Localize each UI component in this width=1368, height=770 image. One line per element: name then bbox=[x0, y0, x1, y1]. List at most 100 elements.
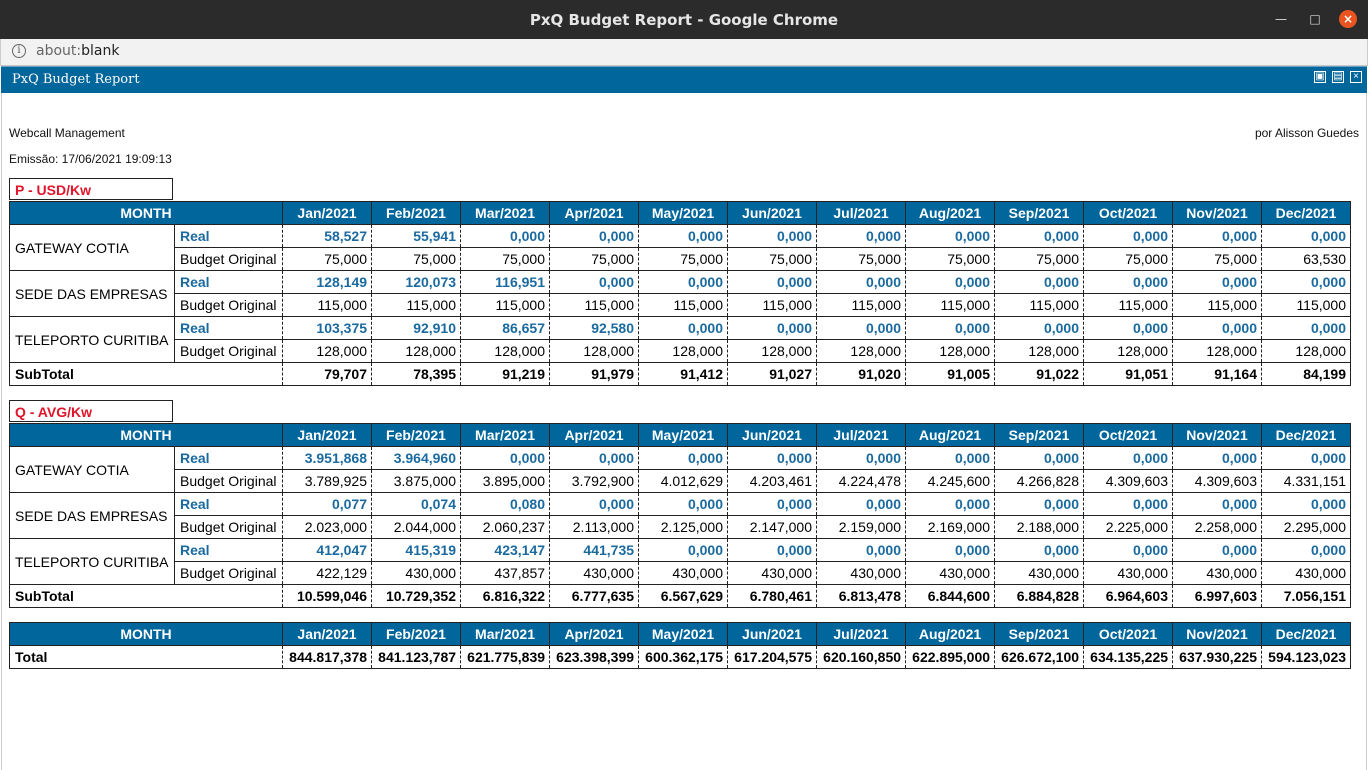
subtotal-value: 6.844,600 bbox=[905, 584, 996, 608]
total-row: Total 844.817,378 841.123,787 621.775,839 62… bbox=[8, 645, 1352, 669]
budget-value: 115,000 bbox=[282, 293, 373, 317]
budget-label: Budget Original bbox=[173, 247, 284, 271]
budget-value: 4.245,600 bbox=[905, 469, 996, 493]
budget-value: 128,000 bbox=[905, 339, 996, 363]
budget-value: 430,000 bbox=[1083, 561, 1174, 585]
budget-value: 2.023,000 bbox=[282, 515, 373, 539]
budget-value: 3.875,000 bbox=[371, 469, 462, 493]
budget-value: 4.012,629 bbox=[638, 469, 729, 493]
total-table: MONTH Jan/2021 Feb/2021 Mar/2021 Apr/2021 May… bbox=[8, 622, 1352, 669]
real-value: 86,657 bbox=[460, 316, 551, 340]
real-value: 0,000 bbox=[1083, 446, 1174, 470]
info-icon[interactable]: i bbox=[12, 44, 26, 58]
month-column-header: Dec/2021 bbox=[1261, 423, 1352, 447]
real-value: 0,000 bbox=[1083, 224, 1174, 248]
budget-value: 128,000 bbox=[1261, 339, 1352, 363]
real-value: 0,000 bbox=[1083, 316, 1174, 340]
budget-value: 128,000 bbox=[727, 339, 818, 363]
url-text[interactable]: about:blank bbox=[36, 43, 119, 59]
minimize-icon[interactable]: — bbox=[1275, 12, 1287, 26]
subtotal-value: 91,022 bbox=[994, 362, 1085, 386]
month-column-header: Mar/2021 bbox=[460, 622, 551, 646]
budget-value: 115,000 bbox=[549, 293, 640, 317]
address-bar[interactable]: i about:blank bbox=[0, 39, 1368, 66]
real-value: 116,951 bbox=[460, 270, 551, 294]
total-value: 600.362,175 bbox=[638, 645, 729, 669]
real-value: 0,000 bbox=[638, 492, 729, 516]
subtotal-value: 6.964,603 bbox=[1083, 584, 1174, 608]
subtotal-value: 91,027 bbox=[727, 362, 818, 386]
real-value: 0,000 bbox=[994, 446, 1085, 470]
subtotal-value: 91,020 bbox=[816, 362, 907, 386]
subtotal-value: 6.777,635 bbox=[549, 584, 640, 608]
budget-value: 430,000 bbox=[549, 561, 640, 585]
subtotal-label: SubTotal bbox=[8, 584, 284, 608]
total-value: 637.930,225 bbox=[1172, 645, 1263, 669]
real-value: 0,000 bbox=[905, 538, 996, 562]
real-value: 0,000 bbox=[1083, 492, 1174, 516]
real-value: 0,000 bbox=[1261, 538, 1352, 562]
print-icon[interactable]: ▤ bbox=[1332, 71, 1344, 83]
real-label: Real bbox=[173, 492, 284, 516]
budget-value: 75,000 bbox=[1172, 247, 1263, 271]
subtotal-value: 91,219 bbox=[460, 362, 551, 386]
subtotal-row: SubTotal 10.599,046 10.729,352 6.816,322 6.7… bbox=[8, 584, 1352, 608]
real-value: 0,000 bbox=[1172, 492, 1263, 516]
table-row: GATEWAY COTIA Real 58,527 55,941 0,000 0,000 0… bbox=[9, 224, 1352, 271]
budget-value: 2.147,000 bbox=[727, 515, 818, 539]
real-value: 3.964,960 bbox=[371, 446, 462, 470]
maximize-icon[interactable]: □ bbox=[1309, 12, 1321, 26]
budget-value: 3.792,900 bbox=[549, 469, 640, 493]
budget-value: 115,000 bbox=[905, 293, 996, 317]
budget-value: 128,000 bbox=[816, 339, 907, 363]
real-value: 0,000 bbox=[994, 270, 1085, 294]
table-row: Budget Original 422,129 430,000 437,857 430,… bbox=[10, 561, 1352, 585]
url-path: blank bbox=[81, 43, 120, 59]
budget-value: 75,000 bbox=[905, 247, 996, 271]
real-value: 0,000 bbox=[1261, 224, 1352, 248]
month-column-header: Oct/2021 bbox=[1083, 423, 1174, 447]
real-value: 0,074 bbox=[371, 492, 462, 516]
real-value: 441,735 bbox=[549, 538, 640, 562]
subtotal-value: 91,051 bbox=[1083, 362, 1174, 386]
budget-value: 430,000 bbox=[905, 561, 996, 585]
real-value: 0,000 bbox=[727, 538, 818, 562]
month-header-row: MONTH Jan/2021 Feb/2021 Mar/2021 Apr/2021 May… bbox=[8, 423, 1352, 447]
close-icon[interactable]: × bbox=[1339, 10, 1357, 28]
subtotal-value: 7.056,151 bbox=[1261, 584, 1352, 608]
budget-value: 115,000 bbox=[371, 293, 462, 317]
budget-value: 128,000 bbox=[371, 339, 462, 363]
budget-value: 75,000 bbox=[460, 247, 551, 271]
month-column-header: Feb/2021 bbox=[371, 622, 462, 646]
month-column-header: Sep/2021 bbox=[994, 423, 1085, 447]
month-header-row: MONTH Jan/2021 Feb/2021 Mar/2021 Apr/2021 May… bbox=[8, 622, 1352, 646]
subtotal-value: 6.997,603 bbox=[1172, 584, 1263, 608]
subtotal-value: 91,005 bbox=[905, 362, 996, 386]
budget-value: 115,000 bbox=[638, 293, 729, 317]
budget-value: 115,000 bbox=[460, 293, 551, 317]
budget-value: 430,000 bbox=[727, 561, 818, 585]
budget-value: 128,000 bbox=[460, 339, 551, 363]
real-value: 92,580 bbox=[549, 316, 640, 340]
table-row: Budget Original 75,000 75,000 75,000 75,000 7… bbox=[10, 247, 1352, 271]
table-row: Budget Original 128,000 128,000 128,000 128,… bbox=[10, 339, 1352, 363]
real-label: Real bbox=[173, 446, 284, 470]
budget-value: 115,000 bbox=[727, 293, 818, 317]
subtotal-value: 6.816,322 bbox=[460, 584, 551, 608]
real-value: 0,000 bbox=[1083, 538, 1174, 562]
subtotal-value: 84,199 bbox=[1261, 362, 1352, 386]
budget-value: 75,000 bbox=[994, 247, 1085, 271]
budget-value: 115,000 bbox=[1172, 293, 1263, 317]
real-value: 0,000 bbox=[816, 446, 907, 470]
budget-value: 2.113,000 bbox=[549, 515, 640, 539]
subtotal-value: 79,707 bbox=[282, 362, 373, 386]
close-report-icon[interactable]: × bbox=[1350, 71, 1362, 83]
table-row: Budget Original 2.023,000 2.044,000 2.060,2… bbox=[10, 515, 1352, 539]
total-label: Total bbox=[8, 645, 284, 669]
budget-value: 115,000 bbox=[1261, 293, 1352, 317]
budget-value: 75,000 bbox=[282, 247, 373, 271]
month-column-header: Nov/2021 bbox=[1172, 201, 1263, 225]
budget-value: 4.224,478 bbox=[816, 469, 907, 493]
subtotal-value: 91,164 bbox=[1172, 362, 1263, 386]
save-icon[interactable]: ▣ bbox=[1314, 71, 1326, 83]
